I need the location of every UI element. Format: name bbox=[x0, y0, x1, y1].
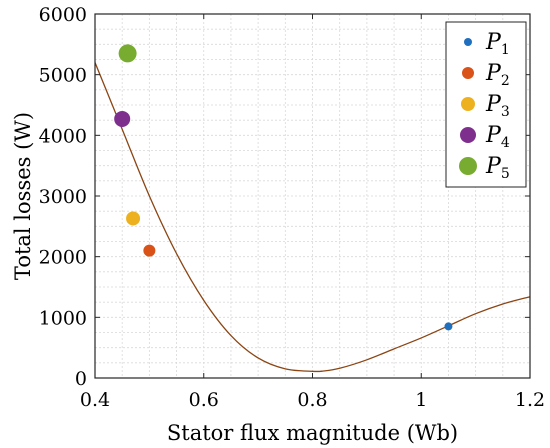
x-tick-label: 0.6 bbox=[189, 389, 219, 411]
y-axis-title: Total losses (W) bbox=[11, 112, 35, 280]
y-tick-label: 2000 bbox=[39, 247, 87, 269]
legend-box bbox=[445, 21, 527, 188]
y-tick-label: 3000 bbox=[39, 186, 87, 208]
y-tick-label: 5000 bbox=[39, 65, 87, 87]
x-tick-label: 1 bbox=[415, 389, 427, 411]
legend-marker-p4 bbox=[460, 127, 476, 143]
ticks bbox=[94, 13, 531, 379]
y-tick-label: 1000 bbox=[39, 307, 87, 329]
y-tick-label: 6000 bbox=[39, 4, 87, 26]
data-point-p4 bbox=[114, 110, 131, 127]
data-points bbox=[114, 44, 453, 331]
legend-label-p3: P3 bbox=[485, 92, 510, 120]
data-point-p3 bbox=[126, 211, 141, 226]
legend-label-p5: P5 bbox=[485, 154, 510, 182]
y-tick-label: 0 bbox=[75, 368, 87, 390]
x-tick-labels: 0.4 0.6 0.8 1 1.2 bbox=[80, 389, 545, 411]
legend-marker-p3 bbox=[461, 97, 475, 111]
data-point-p2 bbox=[143, 244, 156, 257]
legend-marker-p2 bbox=[462, 67, 474, 79]
x-tick-label: 0.4 bbox=[80, 389, 110, 411]
legend-marker-p5 bbox=[459, 157, 477, 175]
data-point-p1 bbox=[444, 322, 453, 331]
data-point-p5 bbox=[118, 44, 137, 63]
y-tick-label: 4000 bbox=[39, 125, 87, 147]
x-tick-label: 1.2 bbox=[515, 389, 545, 411]
x-axis-title: Stator flux magnitude (Wb) bbox=[167, 421, 458, 445]
x-tick-label: 0.8 bbox=[297, 389, 327, 411]
legend-marker-p1 bbox=[464, 38, 472, 46]
y-tick-labels: 0 1000 2000 3000 4000 5000 6000 bbox=[39, 4, 87, 390]
